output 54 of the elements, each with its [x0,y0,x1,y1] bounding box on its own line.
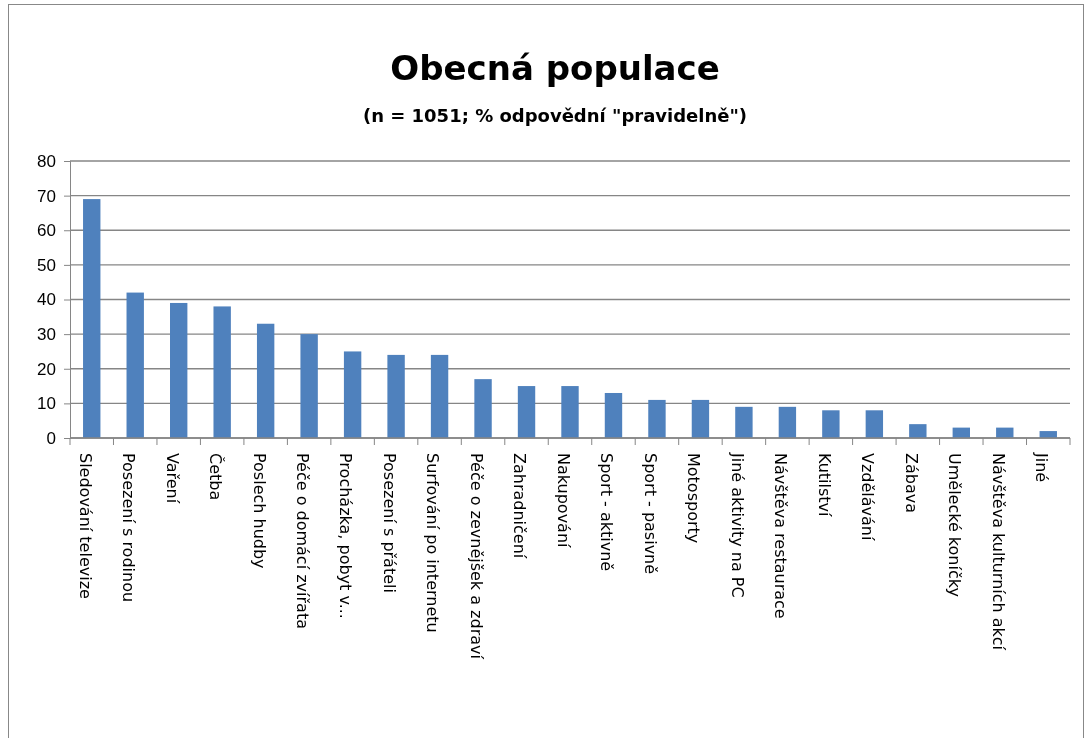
x-tick-label: Jiné aktivity na PC [727,452,747,598]
x-tick-label: Nakupování [553,453,573,549]
y-tick-label: 70 [37,186,56,206]
bar [213,306,231,438]
x-tick-label: Poslech hudby [249,453,269,569]
bar [822,410,840,438]
bar [387,354,405,438]
x-tick-label: Surfování po internetu [423,453,443,633]
x-tick-label: Vzdělávání [858,453,878,542]
chart-title: Obecná populace [390,48,720,88]
y-tick-label: 60 [37,221,56,241]
x-tick-label: Vaření [162,453,182,504]
y-tick-label: 0 [46,428,56,448]
bar [517,386,536,438]
x-tick-label: Motosporty [684,453,704,544]
chart-subtitle: (n = 1051; % odpovědní "pravidelně") [362,105,748,126]
bar [430,354,449,438]
bar [778,406,797,438]
bar [691,399,710,438]
bar [126,292,144,438]
bar [865,410,884,438]
bar [170,302,188,438]
y-tick-label: 20 [37,359,56,379]
x-tick-label: Péče o zevnějšek a zdraví [466,453,486,660]
x-tick-label: Četba [206,453,226,501]
y-tick-label: 50 [37,255,56,275]
x-tick-label: Umělecké koníčky [945,453,965,597]
bar [648,399,666,438]
y-tick-label: 40 [37,290,56,310]
bar [300,334,318,438]
x-tick-label: Sledování televize [75,453,95,599]
x-tick-label: Sport - aktivně [597,453,617,572]
x-tick-label: Zábava [901,453,921,513]
x-tick-label: Procházka, pobyt v... [336,453,356,619]
bar [735,406,753,438]
x-tick-label: Péče o domácí zvířata [293,453,313,629]
bar [343,351,362,438]
x-tick-label: Sport - pasivně [640,453,660,575]
bar [561,386,579,438]
x-tick-label: Kutilství [814,453,834,518]
x-tick-label: Návštěva restaurace [771,453,791,619]
bar [83,199,101,438]
y-tick-label: 30 [37,325,56,345]
bar [604,392,623,438]
y-tick-label: 10 [37,394,56,414]
bar [909,424,927,438]
x-tick-label: Zahradničení [510,453,530,559]
x-tick-label: Návštěva kulturních akcí [988,453,1008,651]
x-tick-label: Jiné [1032,452,1052,483]
bar [256,323,275,438]
x-tick-label: Posezení s rodinou [119,453,139,603]
x-tick-label: Posezení s přáteli [379,453,399,593]
y-tick-label: 80 [37,151,56,171]
bar [474,379,492,438]
